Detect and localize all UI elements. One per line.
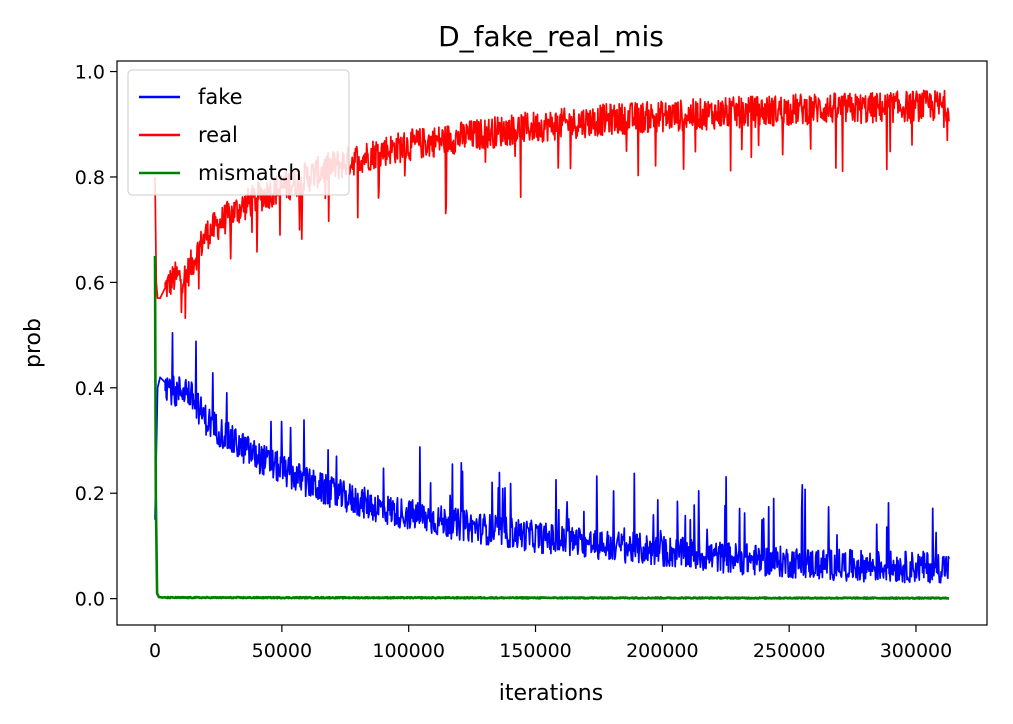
legend: fake real mismatch: [127, 69, 350, 196]
x-tick-label: 150000: [499, 640, 572, 662]
legend-label-fake: fake: [198, 85, 243, 109]
x-axis-label: iterations: [499, 681, 603, 706]
chart-title: D_fake_real_mis: [438, 20, 664, 53]
y-tick-label: 0.0: [75, 589, 105, 611]
y-tick-label: 0.8: [75, 167, 105, 189]
x-tick-label: 200000: [626, 640, 699, 662]
y-tick-label: 0.2: [75, 483, 105, 505]
x-tick-label: 100000: [372, 640, 445, 662]
series-line-fake: [154, 331, 950, 584]
y-tick-label: 0.6: [75, 272, 105, 294]
y-tick-label: 0.4: [75, 378, 105, 400]
y-axis-label: prob: [21, 318, 46, 368]
x-tick-label: 250000: [753, 640, 826, 662]
x-axis: 0 50000 100000 150000 200000 250000 300000: [149, 625, 952, 662]
x-tick-label: 50000: [252, 640, 312, 662]
series-line-mismatch: [153, 255, 950, 600]
y-axis: 0.0 0.2 0.4 0.6 0.8 1.0: [75, 62, 117, 611]
x-tick-label: 300000: [880, 640, 953, 662]
legend-box: [127, 69, 350, 196]
legend-label-mismatch: mismatch: [198, 161, 302, 185]
plot-area: [116, 60, 988, 626]
plot-frame: [116, 60, 988, 626]
legend-label-real: real: [198, 123, 238, 147]
y-tick-label: 1.0: [75, 62, 105, 84]
x-tick-label: 0: [149, 640, 161, 662]
